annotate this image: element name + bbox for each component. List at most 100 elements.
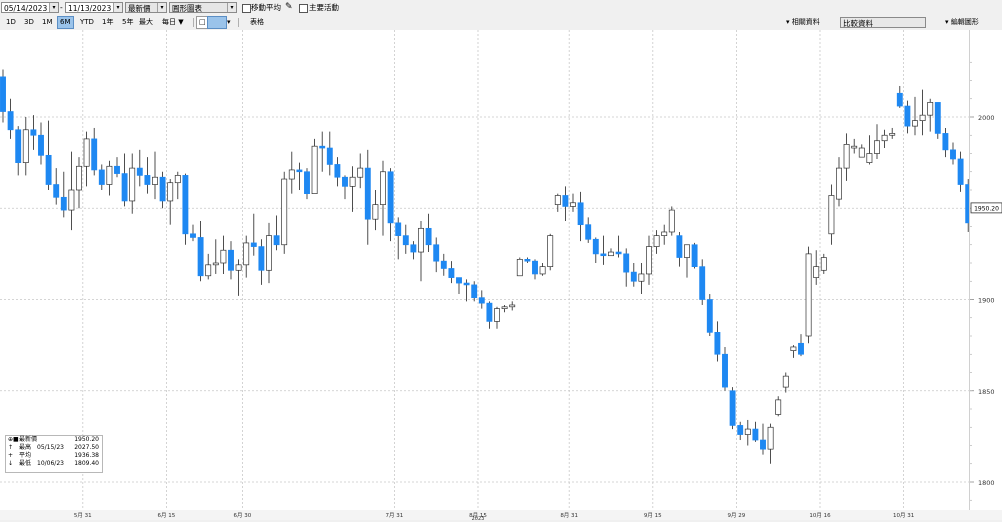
candle-down bbox=[486, 302, 493, 322]
candle-down bbox=[615, 251, 622, 255]
candle-down bbox=[957, 158, 964, 185]
candle-down bbox=[258, 246, 265, 271]
chart-type-dropdown-icon[interactable]: ▾ bbox=[227, 3, 236, 12]
start-date-dropdown-icon[interactable]: ▾ bbox=[49, 3, 58, 12]
candle-up bbox=[874, 140, 880, 154]
candle-down bbox=[592, 238, 599, 255]
candle-up bbox=[83, 138, 90, 167]
candle-down bbox=[524, 259, 531, 262]
end-date-dropdown-icon[interactable]: ▾ bbox=[113, 3, 122, 12]
period-1m[interactable]: 1M bbox=[42, 18, 53, 26]
period-1d[interactable]: 1D bbox=[6, 18, 16, 26]
candle-down bbox=[478, 297, 485, 304]
candle-down bbox=[896, 92, 903, 107]
period-ytd[interactable]: YTD bbox=[80, 18, 94, 26]
style-dropdown-icon[interactable]: ▾ bbox=[227, 18, 231, 26]
period-3d[interactable]: 3D bbox=[24, 18, 34, 26]
chart-plot-area[interactable]: ⊕■ 最新價 1950.20 ↑ 最高 05/15/23 2027.50 + 平… bbox=[0, 30, 979, 510]
field-select-1-dropdown-icon[interactable]: ▾ bbox=[157, 3, 166, 12]
legend-label-average: 平均 bbox=[19, 452, 32, 459]
candle-up bbox=[516, 259, 523, 277]
candle-down bbox=[144, 175, 151, 185]
candle-down bbox=[448, 268, 455, 278]
candle-up bbox=[68, 189, 75, 211]
candle-down bbox=[136, 167, 143, 176]
period-1y[interactable]: 1年 bbox=[102, 18, 114, 26]
candle-up bbox=[646, 246, 652, 275]
field-select-1[interactable]: 最新價 ▾ bbox=[125, 2, 167, 13]
candle-down bbox=[562, 195, 569, 207]
frequency-select[interactable]: 每日 ▼ bbox=[162, 18, 184, 26]
candle-up bbox=[554, 195, 561, 205]
chart-type-select[interactable]: 圓形圖表 ▾ bbox=[169, 2, 237, 13]
candle-up bbox=[106, 165, 113, 185]
candle-up bbox=[243, 242, 250, 266]
end-date-input[interactable]: 11/13/2023 ▾ bbox=[65, 2, 123, 13]
candle-up bbox=[357, 167, 364, 178]
candle-up bbox=[212, 262, 219, 266]
candle-up bbox=[638, 273, 645, 282]
legend-row-high: ↑ 最高 05/15/23 2027.50 bbox=[6, 444, 102, 452]
pencil-icon[interactable]: ✎ bbox=[285, 2, 293, 12]
candle-down bbox=[950, 149, 956, 160]
style-button-2[interactable] bbox=[207, 16, 227, 29]
y-tick-label: 1800 bbox=[978, 479, 995, 487]
candle-down bbox=[904, 105, 911, 127]
x-tick-label: 9月 15 bbox=[644, 512, 662, 519]
candle-down bbox=[228, 249, 234, 271]
candle-down bbox=[182, 175, 189, 235]
candle-up bbox=[167, 182, 174, 202]
compare-data-input[interactable]: 比較資料 bbox=[840, 17, 926, 28]
candle-down bbox=[737, 425, 744, 435]
legend-row-low: ↓ 最低 10/06/23 1809.40 bbox=[6, 460, 102, 468]
candle-up bbox=[661, 231, 668, 236]
candle-down bbox=[114, 165, 120, 174]
candle-up bbox=[866, 153, 873, 163]
candle-down bbox=[402, 235, 409, 246]
moving-avg-checkbox[interactable] bbox=[242, 4, 251, 13]
candle-down bbox=[60, 196, 67, 211]
candle-up bbox=[858, 147, 865, 158]
start-date-input[interactable]: 05/14/2023 ▾ bbox=[1, 2, 59, 13]
candle-up bbox=[509, 304, 516, 308]
candle-down bbox=[577, 202, 584, 226]
legend-value-high: 2027.50 bbox=[74, 444, 99, 451]
candle-up bbox=[668, 209, 675, 233]
table-button[interactable]: 表格 bbox=[250, 18, 264, 26]
candle-down bbox=[425, 227, 432, 246]
period-6m[interactable]: 6M bbox=[57, 16, 74, 29]
candle-up bbox=[152, 176, 158, 185]
candle-down bbox=[7, 111, 14, 131]
x-tick-label: 5月 31 bbox=[74, 512, 92, 519]
x-tick-label: 6月 30 bbox=[234, 512, 252, 519]
candle-down bbox=[471, 284, 478, 299]
candle-down bbox=[706, 299, 713, 333]
candle-down bbox=[98, 169, 105, 185]
average-marker-icon: + bbox=[8, 452, 14, 459]
compare-data-label: 比較資料 bbox=[843, 19, 873, 28]
key-events-checkbox[interactable] bbox=[299, 4, 308, 13]
candle-down bbox=[273, 235, 280, 246]
candle-down bbox=[760, 439, 766, 450]
candle-down bbox=[691, 244, 698, 267]
toolbar: 05/14/2023 ▾ - 11/13/2023 ▾ 最新價 ▾ 圓形圖表 ▾ 移動平… bbox=[0, 0, 1002, 15]
last-price-label: 1950.20 bbox=[974, 205, 999, 212]
candle-up bbox=[235, 264, 242, 271]
candle-down bbox=[121, 173, 128, 202]
period-max[interactable]: 最大 bbox=[139, 18, 153, 26]
candle-up bbox=[205, 264, 212, 277]
separator bbox=[193, 18, 194, 27]
candlestick-chart bbox=[0, 30, 979, 510]
candle-down bbox=[600, 253, 607, 257]
candle-down bbox=[623, 253, 630, 273]
period-5y[interactable]: 5年 bbox=[122, 18, 134, 26]
candle-down bbox=[699, 266, 706, 300]
candle-up bbox=[744, 428, 751, 435]
period-bar: 1D 3D 1M 6M YTD 1年 5年 最大 每日 ▼ □ ▾ 表格 ▾ 相… bbox=[0, 15, 1002, 31]
edit-chart-button[interactable]: ▾ 編輯圖形 bbox=[945, 18, 979, 26]
candle-down bbox=[456, 277, 462, 284]
candle-down bbox=[440, 260, 447, 269]
related-data-button[interactable]: ▾ 相關資料 bbox=[786, 18, 820, 26]
candle-up bbox=[570, 202, 576, 207]
candle-up bbox=[919, 114, 926, 122]
